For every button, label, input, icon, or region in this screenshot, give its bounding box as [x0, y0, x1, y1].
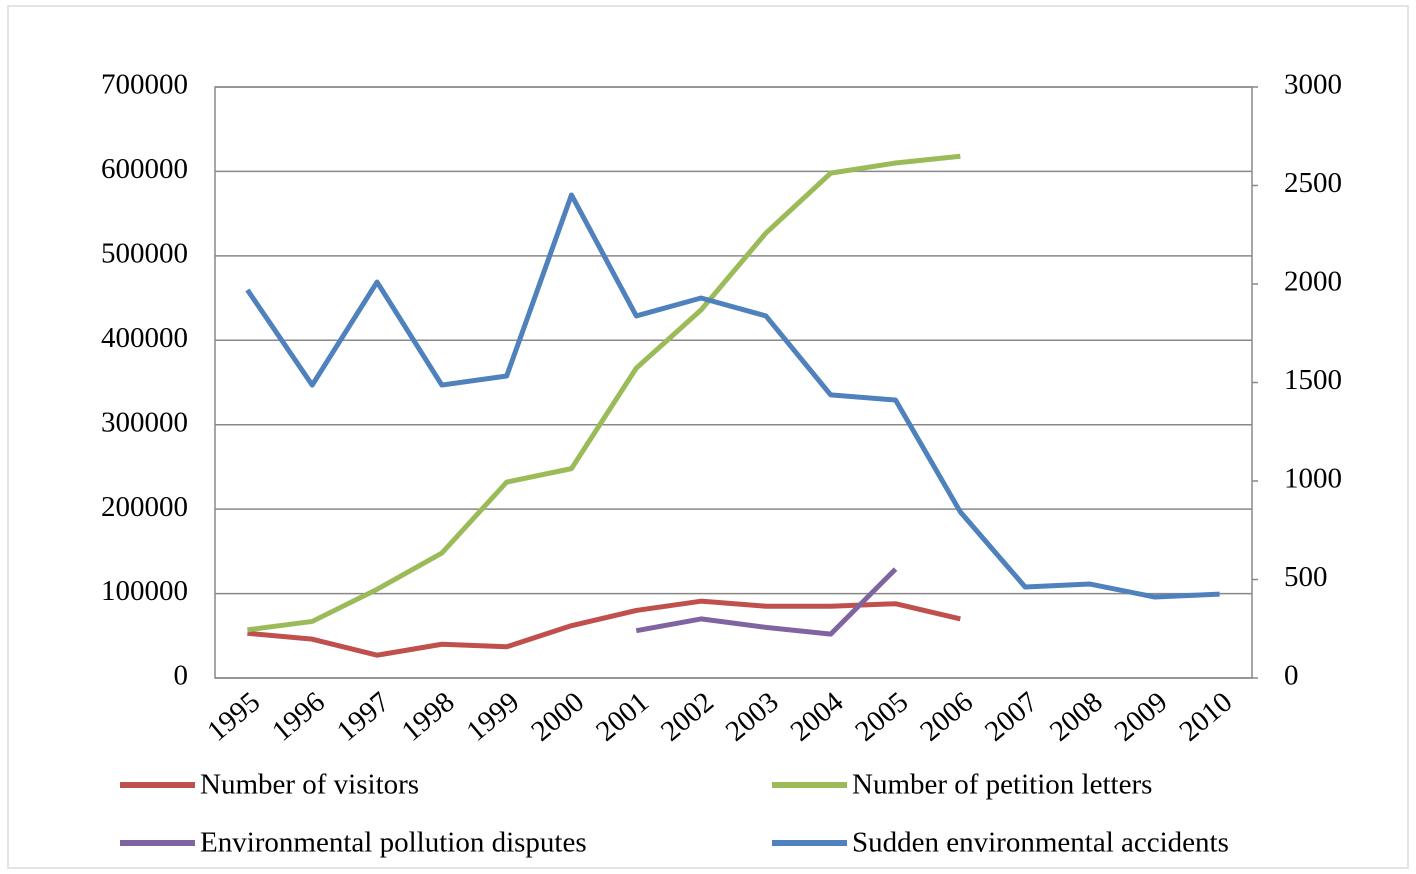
y-tick-label: 400000 — [101, 322, 188, 354]
legend-item: Number of petition letters — [772, 769, 1152, 801]
y-tick-label: 0 — [174, 660, 189, 692]
y2-tick-label: 1000 — [1284, 463, 1342, 495]
y2-tick-label: 1500 — [1284, 364, 1342, 396]
y-tick-label: 200000 — [101, 491, 188, 523]
y-tick-label: 700000 — [101, 69, 188, 101]
y2-tick-label: 2000 — [1284, 266, 1342, 298]
legend-item: Sudden environmental accidents — [772, 827, 1229, 859]
y2-tick-label: 3000 — [1284, 69, 1342, 101]
legend-label: Sudden environmental accidents — [852, 827, 1229, 859]
y-tick-label: 300000 — [101, 406, 188, 438]
y-tick-label: 600000 — [101, 153, 188, 185]
series-line — [245, 192, 1220, 600]
y-tick-label: 500000 — [101, 238, 188, 270]
legend-label: Environmental pollution disputes — [200, 827, 587, 859]
y-tick-label: 100000 — [101, 575, 188, 607]
y2-tick-label: 500 — [1284, 561, 1328, 593]
chart-frame — [7, 5, 1409, 869]
legend-label: Number of visitors — [200, 769, 419, 801]
legend-label: Number of petition letters — [852, 769, 1152, 801]
legend-item: Environmental pollution disputes — [120, 827, 587, 859]
y2-tick-label: 2500 — [1284, 167, 1342, 199]
series-line — [247, 598, 961, 658]
series-line — [635, 567, 898, 637]
y2-tick-label: 0 — [1284, 660, 1299, 692]
legend-item: Number of visitors — [120, 769, 419, 801]
series-line — [247, 153, 961, 633]
plot-border — [214, 86, 1253, 679]
